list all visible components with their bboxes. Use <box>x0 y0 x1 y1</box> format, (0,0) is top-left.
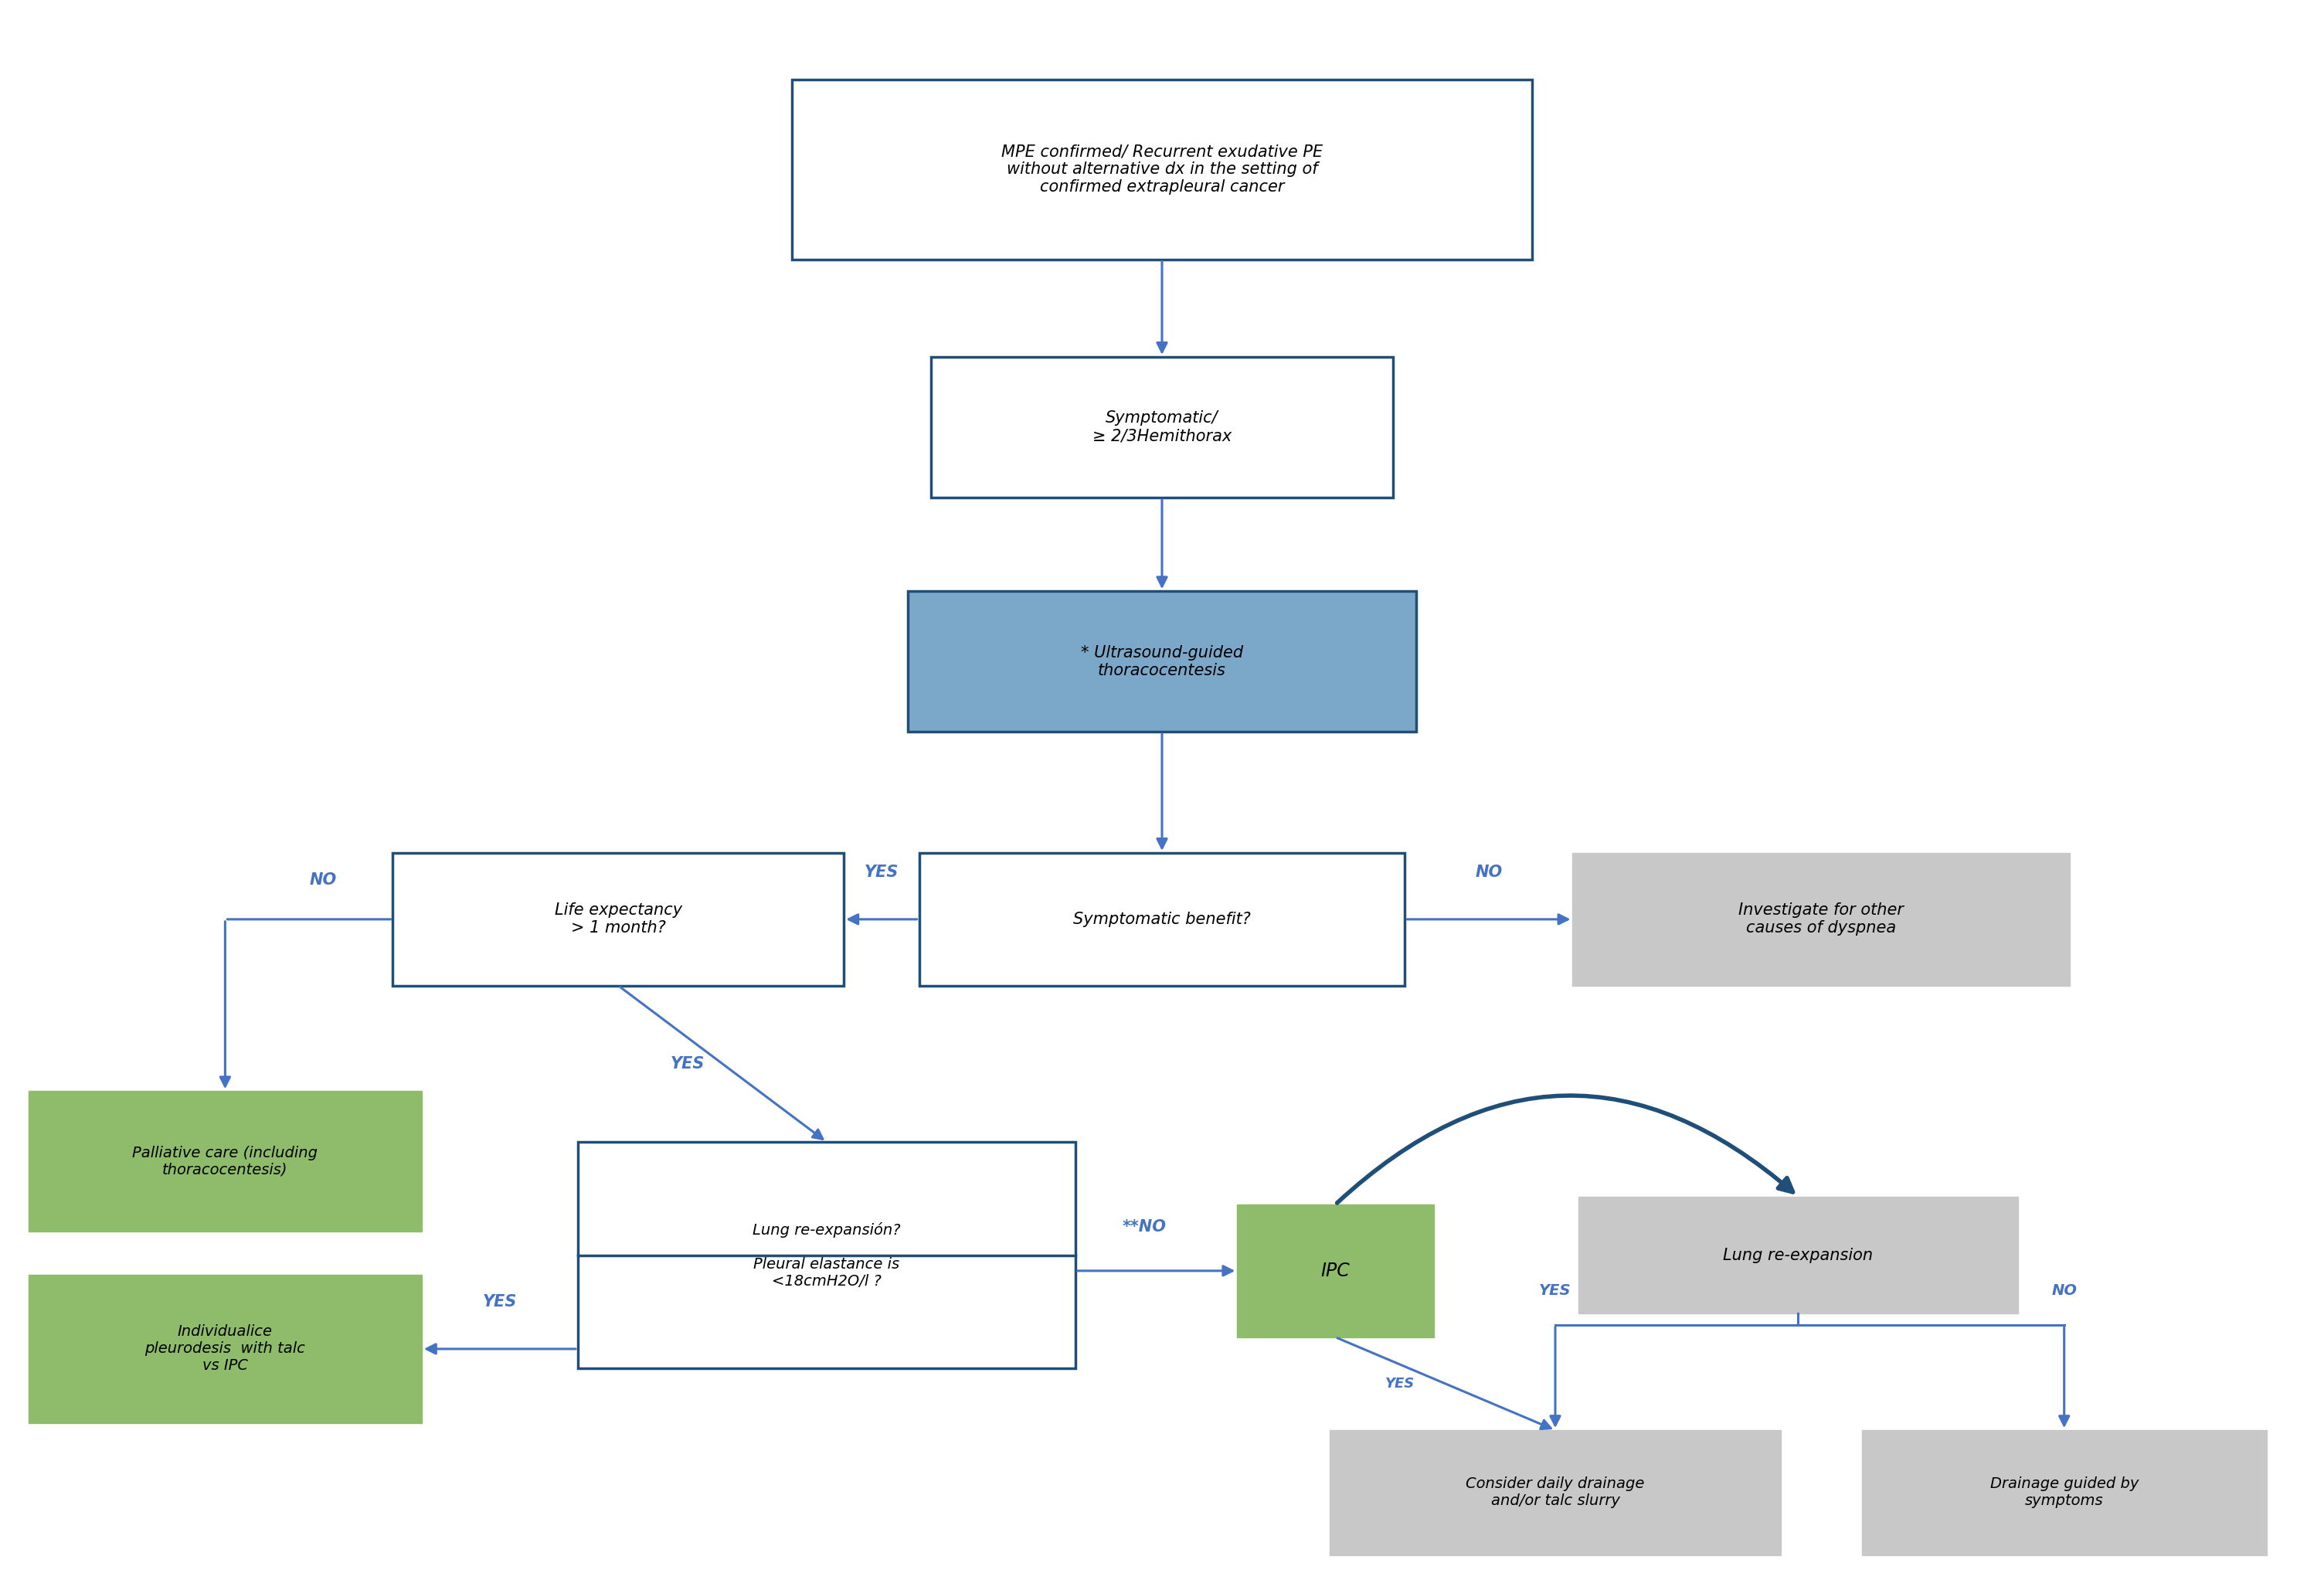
FancyBboxPatch shape <box>28 1274 421 1424</box>
FancyBboxPatch shape <box>1329 1430 1780 1556</box>
Text: Individualice
pleurodesis  with talc
vs IPC: Individualice pleurodesis with talc vs I… <box>144 1324 304 1373</box>
Text: Investigate for other
causes of dyspnea: Investigate for other causes of dyspnea <box>1738 903 1903 936</box>
Text: NO: NO <box>309 873 337 889</box>
FancyBboxPatch shape <box>1573 853 2071 986</box>
FancyBboxPatch shape <box>28 1092 421 1232</box>
Text: YES: YES <box>1385 1376 1415 1391</box>
Text: YES: YES <box>672 1055 704 1071</box>
FancyBboxPatch shape <box>1862 1430 2266 1556</box>
Text: YES: YES <box>483 1295 516 1310</box>
Text: Consider daily drainage
and/or talc slurry: Consider daily drainage and/or talc slur… <box>1466 1477 1645 1509</box>
FancyBboxPatch shape <box>393 853 844 986</box>
Text: Lung re-expansion: Lung re-expansion <box>1722 1247 1873 1263</box>
Text: Symptomatic benefit?: Symptomatic benefit? <box>1074 912 1250 926</box>
Text: * Ultrasound-guided
thoracocentesis: * Ultrasound-guided thoracocentesis <box>1081 645 1243 678</box>
FancyBboxPatch shape <box>1578 1197 2017 1313</box>
Text: Lung re-expansión?

Pleural elastance is
<18cmH2O/l ?: Lung re-expansión? Pleural elastance is … <box>753 1222 902 1288</box>
Text: Palliative care (including
thoracocentesis): Palliative care (including thoracocentes… <box>132 1145 318 1177</box>
Text: Life expectancy
> 1 month?: Life expectancy > 1 month? <box>555 903 683 936</box>
FancyBboxPatch shape <box>792 80 1532 260</box>
FancyBboxPatch shape <box>579 1142 1076 1369</box>
FancyBboxPatch shape <box>1236 1205 1434 1337</box>
Text: **NO: **NO <box>1122 1219 1167 1235</box>
Text: Drainage guided by
symptoms: Drainage guided by symptoms <box>1989 1477 2138 1509</box>
Text: NO: NO <box>1476 865 1501 881</box>
FancyBboxPatch shape <box>909 591 1415 731</box>
Text: MPE confirmed/ Recurrent exudative PE
without alternative dx in the setting of
c: MPE confirmed/ Recurrent exudative PE wi… <box>1002 143 1322 195</box>
FancyBboxPatch shape <box>930 357 1394 497</box>
Text: Symptomatic/
≥ 2/3Hemithorax: Symptomatic/ ≥ 2/3Hemithorax <box>1092 411 1232 444</box>
Text: IPC: IPC <box>1320 1262 1350 1280</box>
Text: NO: NO <box>2052 1284 2078 1298</box>
Text: YES: YES <box>865 865 899 881</box>
Text: YES: YES <box>1538 1284 1571 1298</box>
FancyBboxPatch shape <box>918 853 1406 986</box>
